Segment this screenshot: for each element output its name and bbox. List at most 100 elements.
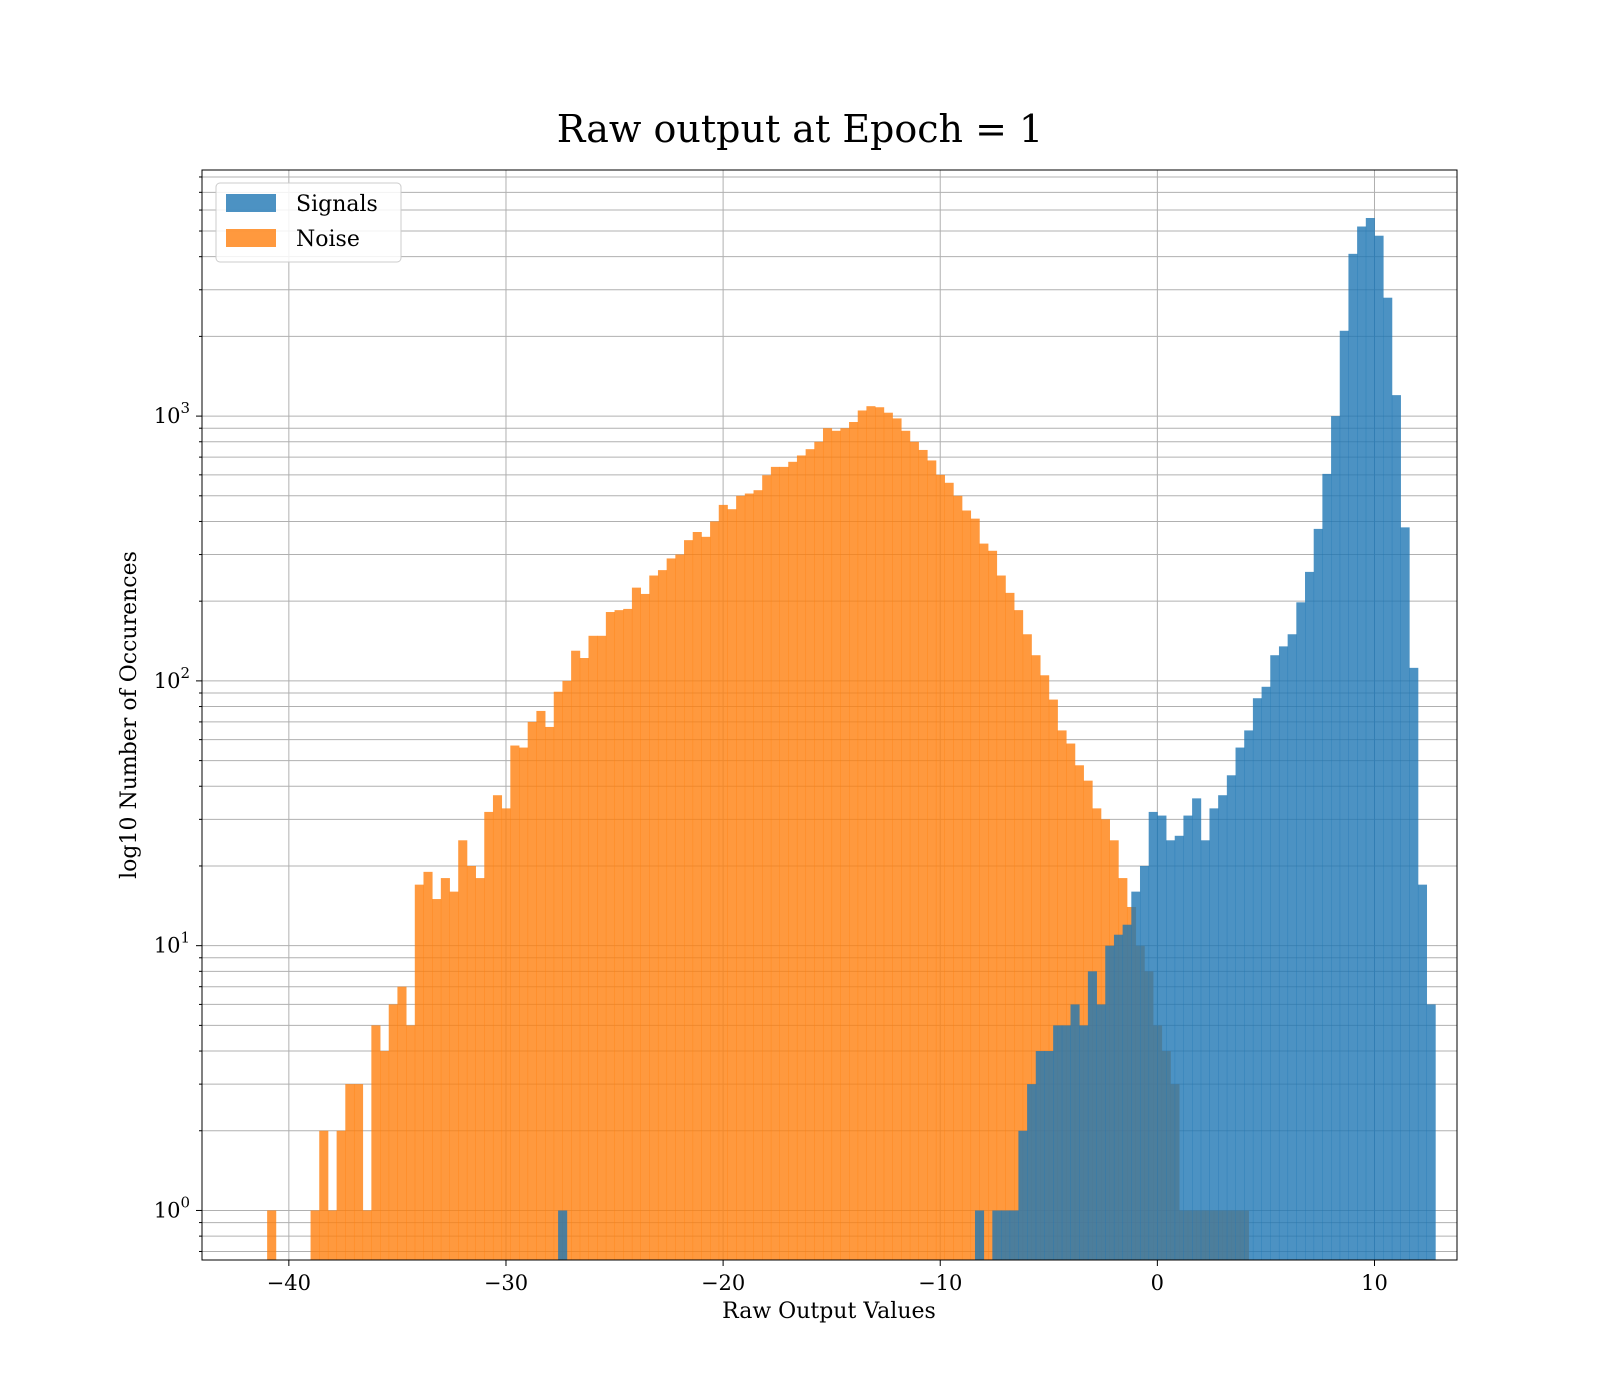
histogram-bar-noise bbox=[788, 461, 798, 1260]
histogram-bar-noise bbox=[657, 570, 668, 1260]
histogram-bar-signals bbox=[1192, 798, 1202, 1260]
histogram-bar-noise bbox=[1014, 610, 1024, 1260]
histogram-bar-noise bbox=[614, 610, 624, 1260]
histogram-bar-noise bbox=[988, 550, 998, 1260]
histogram-bar-noise bbox=[267, 1210, 277, 1260]
y-axis-ticks: 100 101 102 103 bbox=[154, 176, 202, 1252]
histogram-bar-noise bbox=[927, 460, 937, 1260]
histogram-bar-signals bbox=[1113, 934, 1124, 1260]
histogram-bar-signals bbox=[1044, 1051, 1054, 1260]
histogram-bar-noise bbox=[883, 412, 893, 1260]
legend: Signals Noise bbox=[215, 182, 402, 263]
histogram-bar-noise bbox=[1048, 699, 1058, 1260]
histogram-bar-noise bbox=[710, 521, 720, 1260]
histogram-bar-signals bbox=[1339, 330, 1349, 1260]
histogram-bar-noise bbox=[831, 430, 841, 1260]
histogram-bar-signals bbox=[1139, 865, 1150, 1260]
histogram-bar-signals bbox=[1296, 602, 1306, 1260]
y-tick-label: 103 bbox=[154, 399, 190, 428]
histogram-bar-noise bbox=[440, 878, 450, 1260]
histogram-bar-noise bbox=[345, 1084, 355, 1260]
histogram-bar-noise bbox=[970, 518, 980, 1260]
histogram-bar-signals bbox=[1322, 473, 1332, 1260]
histogram-bar-noise bbox=[744, 493, 754, 1260]
histogram-bar-noise bbox=[796, 455, 807, 1261]
histogram-bar-noise bbox=[597, 635, 607, 1260]
histogram-bar-signals bbox=[1209, 808, 1219, 1260]
histogram-bar-noise bbox=[805, 449, 815, 1260]
histogram-bar-noise bbox=[1066, 743, 1076, 1260]
histogram-bar-signals bbox=[1357, 226, 1367, 1260]
histogram-bar-signals bbox=[1148, 811, 1158, 1260]
histogram-bar-signals bbox=[1157, 815, 1167, 1260]
histogram-bar-noise bbox=[909, 441, 919, 1260]
histogram-bar-noise bbox=[840, 428, 850, 1261]
histogram-bar-noise bbox=[484, 811, 494, 1260]
histogram-bar-noise bbox=[935, 474, 945, 1261]
x-tick-label: −30 bbox=[484, 1271, 528, 1295]
histogram-bar-signals bbox=[1287, 634, 1297, 1260]
y-axis-label: log10 Number of Occurences bbox=[117, 551, 142, 879]
histogram-bar-noise bbox=[814, 441, 824, 1260]
histogram-bar-noise bbox=[684, 540, 694, 1260]
histogram-bar-signals bbox=[1096, 1004, 1106, 1260]
histogram-bar-noise bbox=[519, 747, 529, 1260]
histogram-bar-signals bbox=[1278, 646, 1289, 1260]
histogram-bar-noise bbox=[736, 495, 746, 1260]
histogram-bar-signals bbox=[1426, 1004, 1436, 1260]
histogram-bar-noise bbox=[770, 466, 780, 1260]
histogram-bar-noise bbox=[492, 795, 503, 1260]
histogram-bar-noise bbox=[605, 612, 615, 1260]
histogram-bar-signals bbox=[1061, 1025, 1071, 1260]
histogram-bar-signals bbox=[1226, 775, 1236, 1260]
histogram-bar-noise bbox=[397, 986, 407, 1260]
histogram-bar-noise bbox=[675, 554, 685, 1260]
histogram-bar-signals bbox=[558, 1210, 568, 1260]
histogram-bar-noise bbox=[310, 1210, 320, 1260]
histogram-bar-signals bbox=[1235, 747, 1245, 1260]
histogram-bar-noise bbox=[449, 891, 459, 1260]
chart-title: Raw output at Epoch = 1 bbox=[557, 107, 1043, 151]
histogram-bar-noise bbox=[432, 899, 442, 1260]
histogram-bar-signals bbox=[1400, 527, 1410, 1260]
legend-label-signals: Signals bbox=[296, 192, 378, 217]
histogram-bar-signals bbox=[1218, 795, 1228, 1260]
histogram-bar-signals bbox=[1027, 1084, 1037, 1260]
histogram-bar-signals bbox=[1001, 1210, 1011, 1260]
histogram-bar-noise bbox=[857, 410, 867, 1260]
histogram-bar-signals bbox=[1200, 840, 1210, 1260]
histogram-bar-noise bbox=[1057, 730, 1067, 1260]
histogram-bar-signals bbox=[1079, 1025, 1089, 1260]
histogram-bar-noise bbox=[501, 808, 511, 1260]
histogram-bar-noise bbox=[849, 422, 859, 1260]
histogram-bar-signals bbox=[1070, 1004, 1080, 1260]
histogram-bar-noise bbox=[953, 495, 963, 1260]
histogram-bar-signals bbox=[1331, 416, 1341, 1261]
histogram-bar-signals bbox=[1313, 528, 1323, 1260]
histogram-bar-noise bbox=[562, 680, 572, 1260]
histogram-bar-signals bbox=[1018, 1130, 1028, 1260]
histogram-bar-noise bbox=[779, 466, 789, 1260]
histogram-bar-noise bbox=[866, 406, 876, 1260]
y-tick-label: 101 bbox=[154, 929, 190, 958]
histogram-bar-noise bbox=[944, 482, 954, 1260]
histogram-bar-noise bbox=[423, 871, 433, 1260]
histogram-bar-noise bbox=[353, 1084, 364, 1260]
plot-frame bbox=[201, 169, 1458, 1261]
histogram-bar-signals bbox=[1035, 1051, 1045, 1260]
histogram-bar-noise bbox=[875, 407, 885, 1260]
histogram-bar-noise bbox=[588, 635, 598, 1260]
histogram-bar-signals bbox=[1252, 698, 1262, 1260]
histogram-bar-noise bbox=[527, 721, 537, 1260]
histogram-bar-noise bbox=[571, 650, 581, 1260]
histogram-bar-signals bbox=[1270, 655, 1280, 1260]
x-tick-label: 10 bbox=[1361, 1271, 1388, 1295]
histogram-bar-noise bbox=[466, 865, 476, 1260]
histogram-bar-signals bbox=[1365, 217, 1375, 1261]
histogram-bar-noise bbox=[327, 1210, 338, 1260]
histogram-bar-noise bbox=[640, 593, 650, 1260]
histogram-bar-noise bbox=[510, 745, 520, 1260]
legend-swatch-signals bbox=[226, 194, 276, 212]
histogram-bar-noise bbox=[718, 504, 728, 1260]
